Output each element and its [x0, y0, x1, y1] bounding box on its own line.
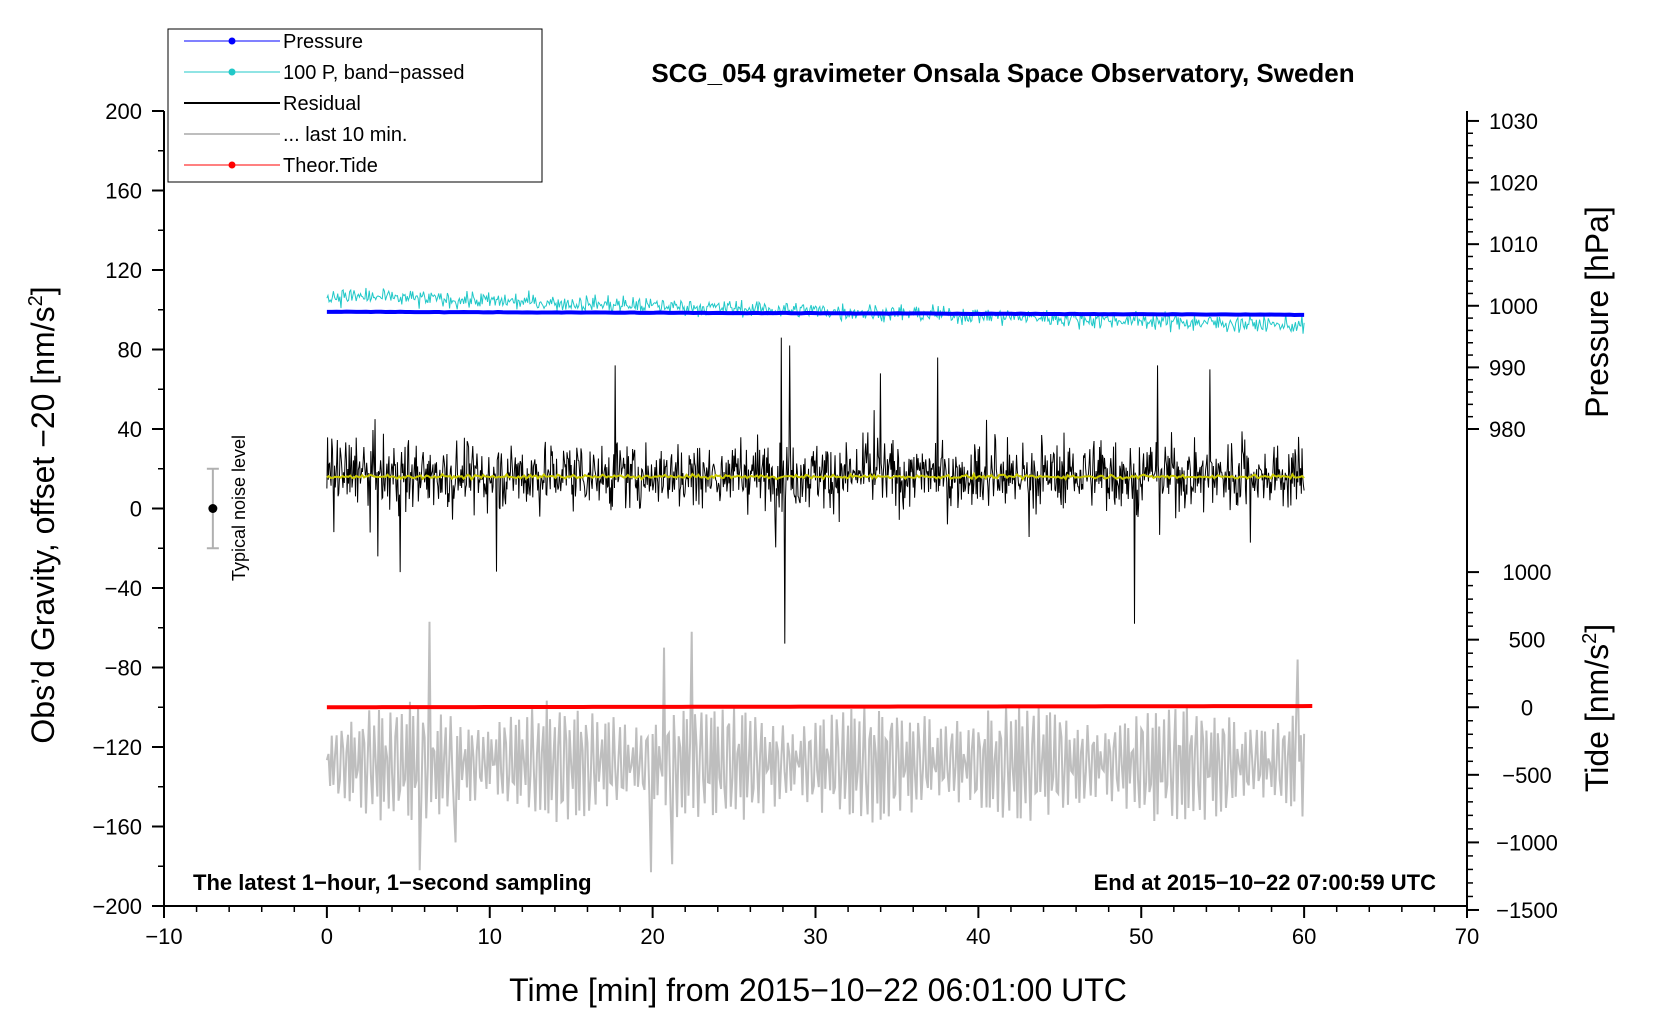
y-tick-label: 40 [118, 417, 142, 442]
plot-area [325, 287, 1313, 873]
y-tick-label: −80 [105, 656, 142, 681]
axes: −10 0 10 20 30 40 50 60 70−200−160−120−80−400408… [92, 99, 1557, 949]
y-tick-label: 200 [105, 99, 142, 124]
legend-entry-label: Residual [283, 93, 361, 115]
y-tick-label: 80 [118, 338, 142, 363]
x-tick-label: 10 [478, 924, 502, 949]
noise-center-dot [208, 504, 218, 513]
y-tick-label: 0 [130, 497, 142, 522]
series-residual [326, 337, 1305, 644]
series-pressure [326, 309, 1305, 317]
pressure-tick-label: 1000 [1489, 294, 1538, 319]
y-tick-label: −120 [92, 735, 142, 760]
legend-box [167, 28, 543, 183]
x-tick-label: 60 [1292, 924, 1316, 949]
pressure-tick-label: 1020 [1489, 171, 1538, 196]
tide-tick-label: −500 [1502, 763, 1552, 788]
tide-axis-title-sup: 2 [1579, 633, 1601, 644]
pressure-tick-label: 1030 [1489, 109, 1538, 134]
legend-marker [228, 68, 236, 76]
tide-tick-label: 0 [1521, 695, 1533, 720]
x-axis-title: Time [min] from 2015−10−22 06:01:00 UTC [509, 972, 1127, 1008]
legend-entry-label: ... last 10 min. [283, 124, 408, 146]
series-theor-tide [326, 704, 1313, 710]
x-tick-label: −10 [145, 924, 182, 949]
x-tick-label: 70 [1455, 924, 1479, 949]
series-residual-smoothed [326, 471, 1305, 482]
noise-indicator [206, 467, 219, 550]
y-axis-title-sup: 2 [25, 295, 47, 306]
x-tick-label: 30 [803, 924, 827, 949]
tide-axis-title-end: ] [1579, 624, 1615, 633]
series-band-passed [326, 287, 1305, 334]
y-tick-label: −40 [105, 576, 142, 601]
x-tick-label: 20 [640, 924, 664, 949]
y-tick-label: −200 [92, 894, 142, 919]
x-tick-label: 40 [966, 924, 990, 949]
legend-entry-label: 100 P, band−passed [283, 62, 464, 84]
y-tick-label: −160 [92, 815, 142, 840]
y-axis-title: Obs’d Gravity, offset −20 [nm/s2] [25, 286, 61, 743]
tide-tick-label: 500 [1509, 628, 1546, 653]
legend-marker [228, 37, 236, 45]
x-tick-label: 50 [1129, 924, 1153, 949]
pressure-axis-title: Pressure [hPa] [1579, 206, 1615, 418]
x-tick-label: 0 [321, 924, 333, 949]
annotation-left: The latest 1−hour, 1−second sampling [193, 870, 592, 895]
chart-title: SCG_054 gravimeter Onsala Space Observat… [651, 58, 1354, 88]
tide-tick-label: −1000 [1496, 830, 1558, 855]
tide-tick-label: 1000 [1503, 560, 1552, 585]
legend-marker [228, 161, 236, 169]
legend-entry-label: Theor.Tide [283, 155, 378, 177]
tide-axis-title: Tide [nm/s2] [1579, 624, 1615, 792]
series-last-10-min [325, 621, 1306, 873]
y-tick-label: 160 [105, 179, 142, 204]
noise-indicator-label: Typical noise level [229, 435, 249, 581]
pressure-tick-label: 980 [1489, 417, 1526, 442]
legend: Pressure 100 P, band−passed Residual ... la… [167, 28, 543, 183]
y-axis-title-end: ] [25, 286, 61, 295]
y-tick-label: 120 [105, 258, 142, 283]
pressure-tick-label: 1010 [1489, 232, 1538, 257]
tide-tick-label: −1500 [1496, 898, 1558, 923]
legend-entry-label: Pressure [283, 31, 363, 53]
tide-axis-title-text: Tide [nm/s [1579, 644, 1615, 792]
y-axis-title-text: Obs’d Gravity, offset −20 [nm/s [25, 306, 61, 743]
pressure-tick-label: 990 [1489, 355, 1526, 380]
annotation-right: End at 2015−10−22 07:00:59 UTC [1094, 870, 1437, 895]
